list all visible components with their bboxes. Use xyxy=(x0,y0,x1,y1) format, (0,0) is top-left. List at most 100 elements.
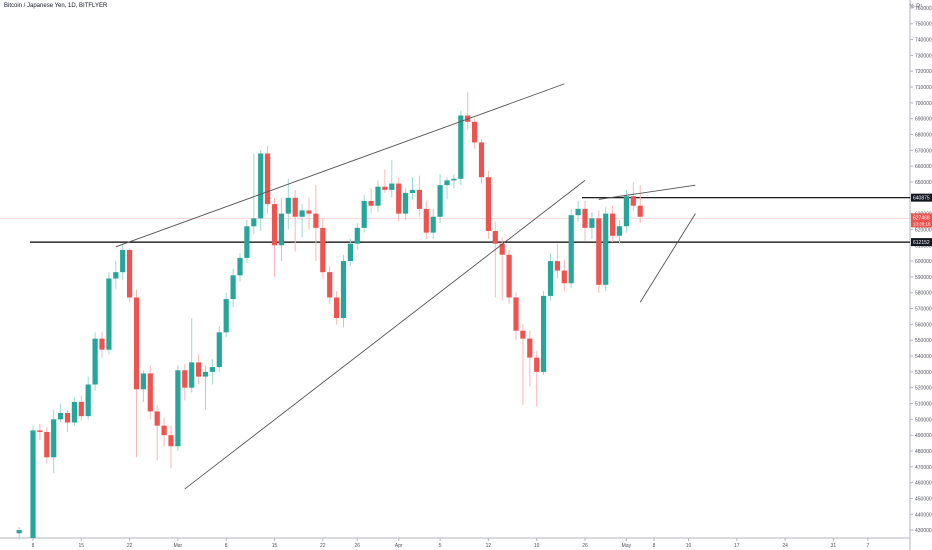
x-tick-label: 19 xyxy=(534,543,540,549)
y-tick-label: 570000 xyxy=(915,307,932,313)
y-tick-label: 520000 xyxy=(915,386,932,392)
candle-up xyxy=(589,218,595,228)
candle-up xyxy=(278,213,284,246)
trend-line xyxy=(184,180,586,490)
y-tick-label: 580000 xyxy=(915,291,932,297)
toolbar-symbol[interactable]: % P⁷ · xyxy=(909,4,926,10)
candle-up xyxy=(244,226,250,258)
y-tick-label: 720000 xyxy=(915,69,932,75)
candle-down xyxy=(271,204,278,246)
candle-down xyxy=(472,121,478,143)
candle-down xyxy=(127,250,133,298)
candle-up xyxy=(140,373,146,390)
y-tick-label: 730000 xyxy=(915,53,932,59)
candle-down xyxy=(534,357,540,372)
y-tick-label: 490000 xyxy=(915,433,932,439)
candle-down xyxy=(596,218,602,285)
y-tick-label: 650000 xyxy=(915,180,932,186)
x-tick-label: 15 xyxy=(79,543,85,549)
y-tick-label: 660000 xyxy=(915,164,932,170)
candle-up xyxy=(444,180,450,186)
candle-down xyxy=(485,177,491,232)
candle-down xyxy=(313,213,319,228)
candle-down xyxy=(637,205,643,217)
candle-down xyxy=(265,153,271,205)
y-tick-label: 750000 xyxy=(915,22,932,28)
y-tick-label: 590000 xyxy=(915,275,932,281)
candle-down xyxy=(334,297,340,319)
candle-down xyxy=(182,370,188,388)
y-tick-label: 740000 xyxy=(915,38,932,44)
candle-up xyxy=(389,183,395,190)
y-tick-label: 510000 xyxy=(915,402,932,408)
candle-up xyxy=(223,299,229,333)
candle-down xyxy=(44,431,50,458)
candle-up xyxy=(258,153,264,219)
candle-down xyxy=(513,297,519,331)
x-tick-label: 26 xyxy=(582,543,588,549)
y-tick-label: 440000 xyxy=(915,512,932,518)
candle-up xyxy=(340,261,347,319)
candle-up xyxy=(106,278,112,350)
candle-down xyxy=(478,142,485,178)
candle-down xyxy=(582,208,588,228)
y-tick-label: 620000 xyxy=(915,227,932,233)
candle-up xyxy=(58,412,64,420)
candle-down xyxy=(492,231,498,244)
price-axis-label: 627468 xyxy=(913,215,930,221)
x-tick-label: 5 xyxy=(439,543,442,549)
candle-up xyxy=(451,178,457,181)
candle-down xyxy=(196,362,202,377)
candle-up xyxy=(202,371,209,377)
trend-line xyxy=(115,83,565,248)
candle-up xyxy=(603,213,609,285)
x-tick-label: 10 xyxy=(686,543,692,549)
candle-down xyxy=(368,200,374,206)
candle-up xyxy=(430,216,436,233)
x-tick-label: 12 xyxy=(486,543,492,549)
x-tick-label: Apr xyxy=(395,543,403,549)
y-tick-label: 430000 xyxy=(915,528,932,534)
candle-up xyxy=(16,530,22,534)
x-tick-label: 22 xyxy=(127,543,133,549)
candle-down xyxy=(416,189,422,209)
candle-down xyxy=(320,227,326,273)
candle-up xyxy=(230,275,236,300)
candle-up xyxy=(437,185,443,217)
y-tick-label: 670000 xyxy=(915,148,932,154)
y-tick-label: 560000 xyxy=(915,322,932,328)
x-tick-label: 24 xyxy=(782,543,788,549)
candle-down xyxy=(554,261,560,271)
y-tick-label: 450000 xyxy=(915,496,932,502)
price-axis-label-bg xyxy=(911,193,932,202)
candle-up xyxy=(251,218,257,227)
candle-up xyxy=(209,367,215,372)
y-tick-label: 500000 xyxy=(915,417,932,423)
y-tick-label: 550000 xyxy=(915,338,932,344)
candle-down xyxy=(527,338,533,358)
y-tick-label: 600000 xyxy=(915,259,932,265)
candle-up xyxy=(71,401,77,423)
price-axis-label: 612152 xyxy=(913,240,930,246)
y-tick-label: 680000 xyxy=(915,133,932,139)
candle-up xyxy=(175,370,181,447)
candle-up xyxy=(575,208,581,216)
y-tick-label: 710000 xyxy=(915,85,932,91)
candle-down xyxy=(168,435,174,447)
y-tick-label: 610000 xyxy=(915,243,932,249)
candle-down xyxy=(506,254,512,298)
candle-down xyxy=(133,297,140,390)
chart-title: Bitcoin / Japanese Yen, 1D, BITFLYER xyxy=(4,3,108,9)
x-tick-label: 8 xyxy=(225,543,228,549)
y-tick-label: 460000 xyxy=(915,481,932,487)
candle-down xyxy=(630,196,636,206)
x-tick-label: 15 xyxy=(272,543,278,549)
candle-up xyxy=(409,189,416,194)
x-tick-label: 17 xyxy=(734,543,740,549)
candle-down xyxy=(423,208,429,233)
candle-up xyxy=(375,186,381,206)
y-tick-label: 540000 xyxy=(915,354,932,360)
candle-up xyxy=(568,215,574,284)
x-tick-label: 8 xyxy=(653,543,656,549)
candle-up xyxy=(616,226,623,236)
